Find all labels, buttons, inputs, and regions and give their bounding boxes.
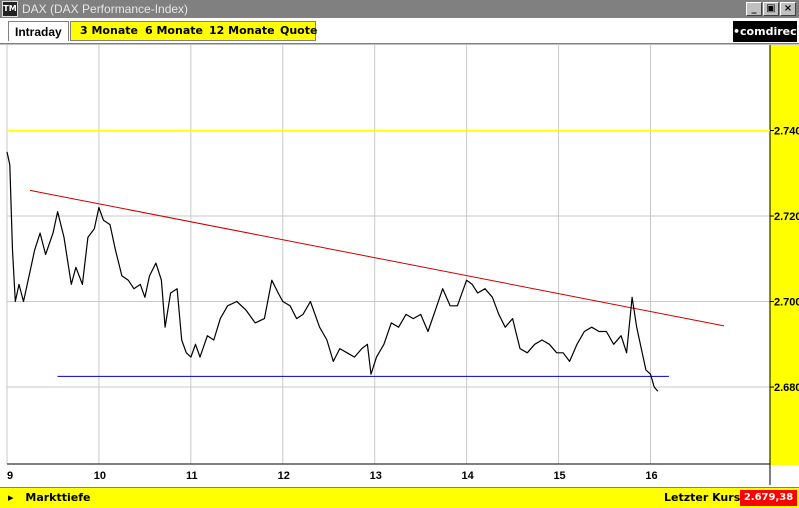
x-tick-label: 12 bbox=[278, 470, 290, 482]
x-tick-label: 9 bbox=[7, 470, 13, 482]
status-bar: ▸ Markttiefe Letzter Kurs 2.679,38 bbox=[0, 487, 799, 508]
close-button[interactable]: × bbox=[780, 2, 796, 16]
resistance-trendline bbox=[29, 189, 725, 327]
timeframe-tabbar: Intraday 3 Monate 6 Monate 12 Monate Quo… bbox=[0, 18, 799, 44]
tab-quote[interactable]: Quote bbox=[280, 24, 318, 37]
x-tick-label: 11 bbox=[186, 470, 198, 482]
window-titlebar: TM DAX (DAX Performance-Index) _ ▣ × bbox=[0, 0, 799, 18]
intraday-chart: 9 10 11 12 13 14 15 16 2.680 2.700 2.720 2.740 bbox=[6, 45, 799, 485]
markttiefe-label: Markttiefe bbox=[25, 491, 91, 504]
minimize-button[interactable]: _ bbox=[746, 2, 762, 16]
timeframe-tab-group: 3 Monate 6 Monate 12 Monate Quote bbox=[70, 21, 318, 41]
last-price-label: Letzter Kurs bbox=[664, 491, 741, 504]
x-tick-label: 13 bbox=[370, 470, 382, 482]
chart-grid bbox=[6, 45, 771, 485]
tab-6-monate[interactable]: 6 Monate bbox=[145, 24, 203, 37]
y-axis-band bbox=[770, 45, 799, 465]
y-tick-label: 2.740 bbox=[774, 126, 799, 138]
x-tick-label: 14 bbox=[462, 470, 475, 482]
last-price-value: 2.679,38 bbox=[740, 490, 797, 506]
tab-12-monate[interactable]: 12 Monate bbox=[209, 24, 275, 37]
x-axis-ticks: 9 10 11 12 13 14 15 16 bbox=[7, 470, 658, 482]
tab-3-monate[interactable]: 3 Monate bbox=[80, 24, 138, 37]
comdirect-logo: •comdirect bbox=[733, 21, 799, 42]
chart-levels bbox=[7, 129, 770, 377]
x-tick-label: 16 bbox=[645, 470, 657, 482]
play-icon: ▸ bbox=[8, 491, 14, 504]
price-series-line bbox=[6, 151, 659, 392]
plot-background bbox=[7, 45, 770, 464]
y-tick-label: 2.700 bbox=[774, 297, 799, 309]
app-icon: TM bbox=[2, 1, 18, 17]
y-axis-ticks: 2.680 2.700 2.720 2.740 bbox=[770, 126, 799, 394]
y-tick-label: 2.680 bbox=[774, 382, 799, 394]
x-tick-label: 10 bbox=[94, 470, 106, 482]
window-title: DAX (DAX Performance-Index) bbox=[22, 2, 189, 16]
x-tick-label: 15 bbox=[553, 470, 565, 482]
maximize-button[interactable]: ▣ bbox=[763, 2, 779, 16]
markttiefe-link[interactable]: ▸ Markttiefe bbox=[8, 491, 90, 504]
chart-series bbox=[6, 151, 659, 392]
tab-intraday[interactable]: Intraday bbox=[8, 21, 69, 41]
y-tick-label: 2.720 bbox=[774, 211, 799, 223]
